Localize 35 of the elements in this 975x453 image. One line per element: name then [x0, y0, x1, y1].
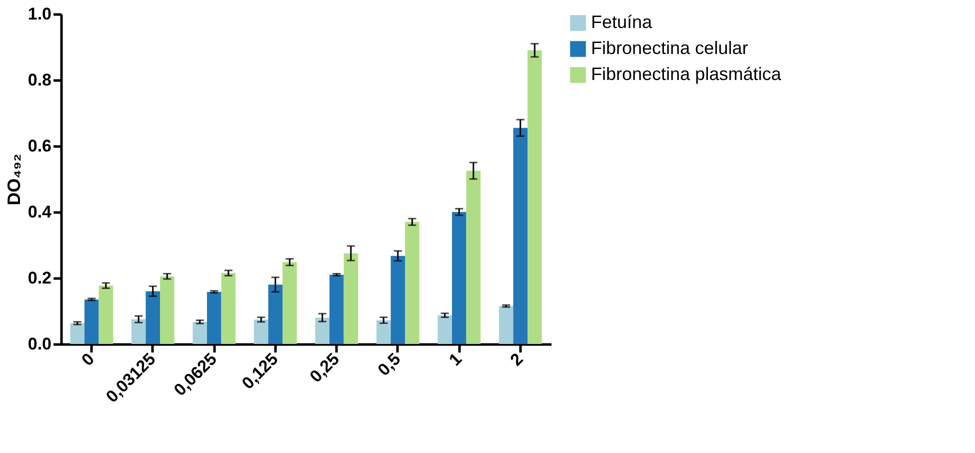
legend-label: Fetuína: [591, 12, 654, 32]
legend-label: Fibronectina plasmática: [591, 64, 782, 84]
y-tick-label: 0.6: [28, 136, 52, 156]
x-tick-label: 1: [445, 349, 466, 370]
bar: [98, 286, 114, 344]
bar: [146, 291, 160, 344]
bar: [206, 292, 222, 344]
bar: [405, 222, 420, 344]
y-tick-label: 0.2: [28, 268, 52, 288]
bar: [513, 128, 528, 344]
bar: [84, 299, 99, 344]
bar: [131, 319, 146, 344]
bar: [282, 262, 297, 344]
y-axis-title: DO₄₉₂: [4, 154, 24, 206]
bar: [376, 320, 391, 344]
legend-label: Fibronectina celular: [591, 38, 748, 58]
x-tick-label: 2: [506, 349, 527, 370]
y-tick-label: 0.4: [28, 202, 52, 222]
bar: [315, 318, 330, 344]
y-tick-label: 0.8: [28, 70, 52, 90]
bar: [498, 306, 514, 344]
bar: [160, 276, 174, 344]
bar: [192, 322, 207, 344]
x-tick-label: 0: [78, 349, 98, 370]
bar: [452, 212, 466, 344]
bar: [221, 273, 236, 344]
bar: [528, 50, 542, 344]
bar: [344, 253, 358, 344]
y-tick-label: 1.0: [28, 4, 52, 24]
bar: [466, 170, 481, 344]
bar: [268, 284, 283, 344]
y-tick-label: 0.0: [28, 334, 52, 354]
bar: [390, 256, 406, 344]
bar: [329, 274, 344, 344]
x-tick-label: 0,5: [374, 349, 404, 380]
